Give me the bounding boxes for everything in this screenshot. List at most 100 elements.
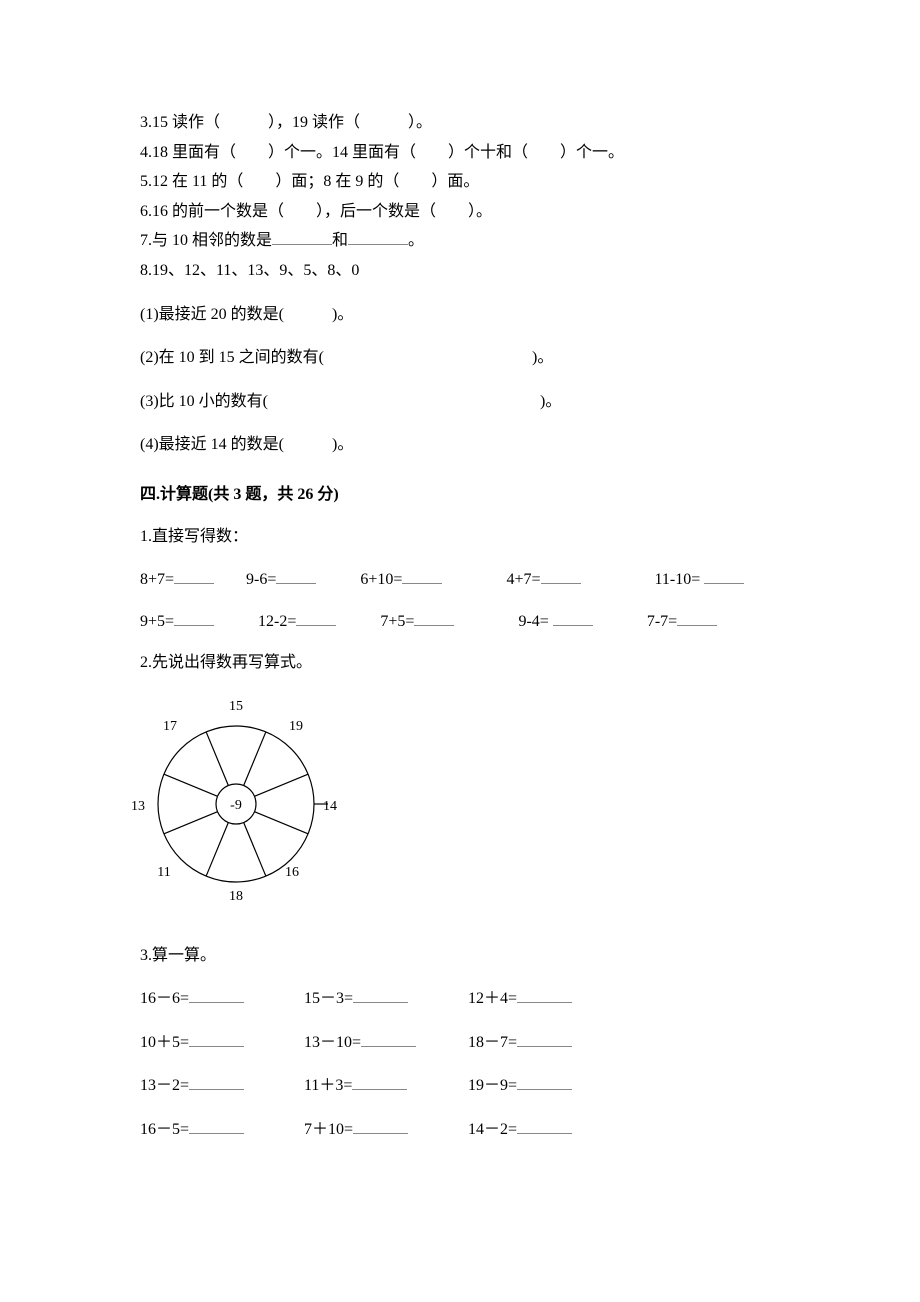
calc-item: 12＋4=: [468, 986, 628, 1012]
blank: [189, 1076, 244, 1090]
expr: 15－3=: [304, 990, 353, 1007]
fill-blank-q8-2: (2)在 10 到 15 之间的数有( )。: [140, 345, 780, 371]
expr: 8+7=: [140, 571, 174, 588]
blank: [352, 1076, 407, 1090]
fill-blank-q5: 5.12 在 11 的（ ）面；8 在 9 的（ ）面。: [140, 169, 780, 195]
blank: [353, 1119, 408, 1133]
expr: 18－7=: [468, 1034, 517, 1051]
calc-item: 9-6=: [246, 567, 316, 593]
expr: 12＋4=: [468, 990, 517, 1007]
svg-text:14: 14: [323, 799, 337, 814]
expr: 4+7=: [506, 571, 540, 588]
calc-q3-row4: 16－5= 7＋10= 14－2=: [140, 1117, 780, 1143]
blank: [517, 989, 572, 1003]
expr: 7+5=: [380, 613, 414, 630]
svg-text:15: 15: [229, 700, 243, 714]
calc-item: 10＋5=: [140, 1030, 300, 1056]
expr: 16－6=: [140, 990, 189, 1007]
blank: [174, 611, 214, 625]
expr: 9+5=: [140, 613, 174, 630]
expr: 13－10=: [304, 1034, 361, 1051]
svg-text:13: 13: [132, 799, 145, 814]
calc-q2-intro: 2.先说出得数再写算式。: [140, 650, 780, 676]
fill-blank-q8-4: (4)最接近 14 的数是( )。: [140, 432, 780, 458]
calc-item: 19－9=: [468, 1073, 628, 1099]
calc-item: 14－2=: [468, 1117, 628, 1143]
blank: [517, 1119, 572, 1133]
calc-item: 16－6=: [140, 986, 300, 1012]
calc-item: 13－10=: [304, 1030, 464, 1056]
expr: 6+10=: [360, 571, 402, 588]
blank: [553, 611, 593, 625]
svg-text:18: 18: [229, 889, 243, 904]
fill-blank-q7-text-b: 和: [332, 232, 348, 249]
calc-item: 18－7=: [468, 1030, 628, 1056]
fill-blank-q4: 4.18 里面有（ ）个一。14 里面有（ ）个十和（ ）个一。: [140, 140, 780, 166]
calc-q3-row3: 13－2= 11＋3= 19－9=: [140, 1073, 780, 1099]
calc-item: 7-7=: [647, 609, 717, 635]
calc-q3-row1: 16－6= 15－3= 12＋4=: [140, 986, 780, 1012]
calc-item: 9+5=: [140, 609, 214, 635]
blank: [189, 989, 244, 1003]
blank: [402, 570, 442, 584]
svg-text:16: 16: [285, 865, 299, 880]
expr: 16－5=: [140, 1121, 189, 1138]
expr: 12-2=: [258, 613, 296, 630]
blank: [704, 570, 744, 584]
section-4-title: 四.计算题(共 3 题，共 26 分): [140, 482, 780, 508]
blank: [517, 1076, 572, 1090]
svg-text:19: 19: [289, 719, 303, 734]
fill-blank-q3: 3.15 读作（ ），19 读作（ ）。: [140, 110, 780, 136]
blank: [276, 570, 316, 584]
expr: 9-6=: [246, 571, 276, 588]
calc-item: 4+7=: [506, 567, 580, 593]
calc-q1-intro: 1.直接写得数：: [140, 524, 780, 550]
expr: 13－2=: [140, 1077, 189, 1094]
calc-q3-row2: 10＋5= 13－10= 18－7=: [140, 1030, 780, 1056]
expr: 9-4=: [518, 613, 548, 630]
blank: [348, 231, 408, 245]
blank: [517, 1032, 572, 1046]
blank: [541, 570, 581, 584]
blank: [189, 1119, 244, 1133]
calc-item: 13－2=: [140, 1073, 300, 1099]
fill-blank-q8-3: (3)比 10 小的数有( )。: [140, 389, 780, 415]
calc-q1-row1: 8+7= 9-6= 6+10= 4+7= 11-10=: [140, 567, 780, 593]
fill-blank-q7: 7.与 10 相邻的数是 和 。: [140, 228, 780, 254]
fill-blank-q8-1: (1)最接近 20 的数是( )。: [140, 302, 780, 328]
expr: 11＋3=: [304, 1077, 352, 1094]
expr: 7-7=: [647, 613, 677, 630]
expr: 14－2=: [468, 1121, 517, 1138]
expr: 7＋10=: [304, 1121, 353, 1138]
blank: [174, 570, 214, 584]
expr: 19－9=: [468, 1077, 517, 1094]
calc-item: 11-10=: [655, 567, 745, 593]
blank: [296, 611, 336, 625]
calc-item: 9-4=: [518, 609, 592, 635]
fill-blank-q8: 8.19、12、11、13、9、5、8、0: [140, 258, 780, 284]
svg-text:-9: -9: [230, 798, 242, 813]
svg-text:17: 17: [163, 719, 177, 734]
svg-text:11: 11: [157, 865, 170, 880]
calc-item: 6+10=: [360, 567, 442, 593]
wheel-diagram: -9 15 19 14 16 18 11 13 17: [132, 700, 342, 910]
calc-item: 7+5=: [380, 609, 454, 635]
blank: [272, 231, 332, 245]
calc-item: 11＋3=: [304, 1073, 464, 1099]
blank: [189, 1032, 244, 1046]
calc-item: 12-2=: [258, 609, 336, 635]
calc-item: 8+7=: [140, 567, 214, 593]
blank: [361, 1032, 416, 1046]
calc-q3-intro: 3.算一算。: [140, 943, 780, 969]
fill-blank-q7-text-c: 。: [408, 232, 424, 249]
fill-blank-q7-text-a: 7.与 10 相邻的数是: [140, 232, 272, 249]
fill-blank-q6: 6.16 的前一个数是（ ），后一个数是（ ）。: [140, 199, 780, 225]
calc-item: 15－3=: [304, 986, 464, 1012]
blank: [414, 611, 454, 625]
blank: [353, 989, 408, 1003]
calc-item: 7＋10=: [304, 1117, 464, 1143]
calc-q2-wheel: -9 15 19 14 16 18 11 13 17: [132, 700, 780, 919]
expr: 11-10=: [655, 571, 701, 588]
calc-q1-row2: 9+5= 12-2= 7+5= 9-4= 7-7=: [140, 609, 780, 635]
blank: [677, 611, 717, 625]
